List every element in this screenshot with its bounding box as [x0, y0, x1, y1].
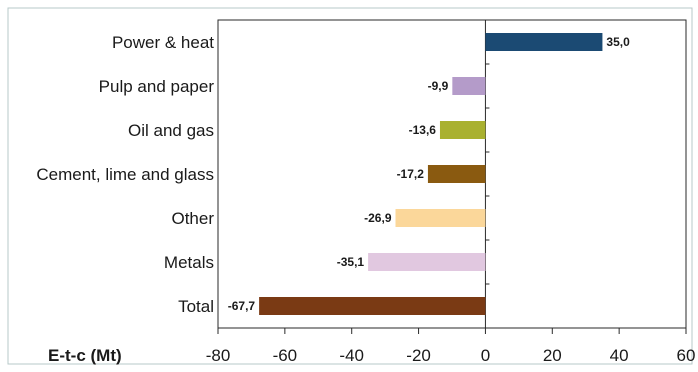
bar-4 [395, 209, 486, 227]
category-label-5: Metals [164, 253, 214, 272]
x-axis-ticks: -80 -60 -40 -20 0 20 40 60 [206, 328, 696, 365]
x-tick-label-0: -80 [206, 346, 231, 365]
x-tick-label-2: -40 [339, 346, 364, 365]
x-tick-label-7: 60 [677, 346, 696, 365]
value-label-4: -26,9 [364, 211, 392, 225]
category-label-0: Power & heat [112, 33, 214, 52]
bar-3 [427, 165, 486, 183]
value-label-2: -13,6 [409, 123, 437, 137]
x-tick-label-6: 40 [610, 346, 629, 365]
category-label-2: Oil and gas [128, 121, 214, 140]
x-tick-label-5: 20 [543, 346, 562, 365]
value-label-5: -35,1 [337, 255, 365, 269]
value-label-1: -9,9 [428, 79, 449, 93]
bar-5 [368, 253, 486, 271]
category-labels: Power & heat Pulp and paper Oil and gas Cem… [36, 33, 214, 316]
x-tick-label-1: -60 [273, 346, 298, 365]
value-label-6: -67,7 [228, 299, 256, 313]
category-label-4: Other [171, 209, 214, 228]
value-label-0: 35,0 [606, 35, 630, 49]
category-label-6: Total [178, 297, 214, 316]
bar-0 [485, 33, 603, 51]
category-label-1: Pulp and paper [99, 77, 215, 96]
x-tick-label-3: -20 [406, 346, 431, 365]
value-label-3: -17,2 [397, 167, 425, 181]
chart-frame [7, 7, 693, 365]
plot-area-border [217, 19, 687, 329]
x-axis-title: E-t-c (Mt) [48, 346, 122, 365]
bars-group: 35,0 -9,9 -13,6 -17,2 -26,9 -35,1 -67,7 [228, 20, 630, 328]
x-tick-label-4: 0 [481, 346, 490, 365]
bar-1 [452, 77, 486, 95]
bar-6 [259, 297, 486, 315]
category-label-3: Cement, lime and glass [36, 165, 214, 184]
bar-2 [439, 121, 486, 139]
